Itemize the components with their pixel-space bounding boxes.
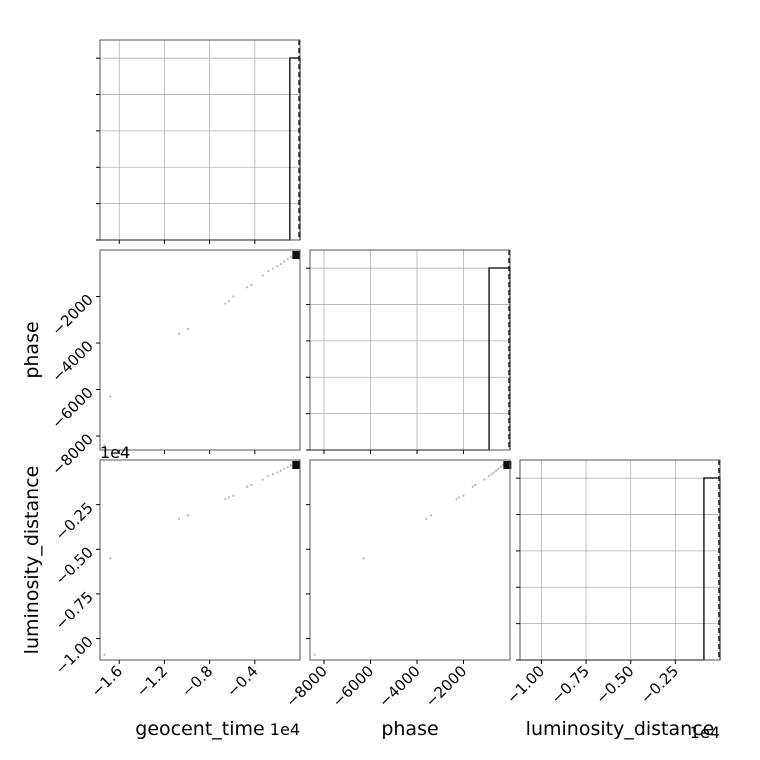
x-axis-label-phase: phase bbox=[381, 718, 438, 740]
dense-region bbox=[503, 461, 512, 469]
sample-point bbox=[109, 395, 112, 398]
sample-point bbox=[187, 327, 190, 331]
sample-point bbox=[286, 466, 289, 469]
y-tick-label: −0.25 bbox=[52, 499, 97, 544]
x-offset-text: 1e4 bbox=[690, 723, 720, 742]
sample-point bbox=[177, 517, 181, 521]
sample-point bbox=[224, 302, 227, 305]
panel-frame bbox=[519, 459, 721, 661]
sample-point bbox=[499, 466, 502, 469]
sample-point bbox=[487, 474, 491, 478]
x-tick-label: −0.50 bbox=[592, 662, 637, 707]
panel-frame bbox=[99, 459, 301, 661]
sample-point bbox=[177, 332, 181, 335]
sample-point bbox=[245, 286, 248, 289]
sample-point bbox=[455, 498, 458, 501]
sample-point bbox=[289, 464, 293, 467]
sample-point bbox=[462, 494, 465, 497]
panel-frame bbox=[309, 459, 511, 661]
sample-point bbox=[283, 467, 286, 471]
sample-point bbox=[267, 474, 270, 478]
x-tick-label: −0.75 bbox=[548, 662, 593, 707]
y-offset-text: 1e4 bbox=[100, 443, 130, 462]
panel-frame bbox=[99, 39, 301, 241]
sample-point bbox=[103, 653, 106, 656]
sample-point bbox=[250, 283, 253, 286]
sample-point bbox=[283, 260, 286, 263]
sample-point bbox=[457, 496, 460, 499]
y-tick-label: −4000 bbox=[48, 337, 97, 386]
x-tick-label: −8000 bbox=[282, 662, 331, 711]
sample-point bbox=[232, 295, 235, 298]
sample-point bbox=[187, 514, 190, 517]
sample-point bbox=[271, 267, 274, 270]
sample-point bbox=[286, 258, 289, 261]
sample-point bbox=[490, 473, 493, 476]
sample-point bbox=[227, 300, 230, 303]
y-tick-label: −0.75 bbox=[52, 588, 97, 633]
y-tick-label: −0.50 bbox=[52, 543, 97, 588]
sample-point bbox=[227, 496, 230, 499]
sample-point bbox=[313, 653, 316, 656]
sample-point bbox=[232, 494, 235, 497]
dense-region bbox=[292, 251, 301, 259]
sample-point bbox=[497, 467, 500, 471]
y-axis-label-luminosity_distance: luminosity_distance bbox=[21, 466, 43, 655]
x-tick-label: −1.6 bbox=[88, 662, 126, 700]
x-tick-label: −0.25 bbox=[637, 662, 682, 707]
x-tick-label: −6000 bbox=[329, 662, 378, 711]
sample-point bbox=[483, 478, 486, 481]
x-tick-label: −0.4 bbox=[223, 662, 261, 700]
sample-point bbox=[245, 485, 248, 488]
x-offset-text: 1e4 bbox=[270, 720, 300, 739]
x-tick-label: −0.8 bbox=[178, 662, 216, 700]
sample-point bbox=[429, 514, 433, 517]
sample-point bbox=[279, 262, 282, 266]
sample-point bbox=[289, 255, 293, 259]
sample-point bbox=[494, 469, 498, 472]
sample-point bbox=[109, 557, 112, 560]
panel-frame bbox=[99, 249, 301, 451]
sample-point bbox=[276, 471, 279, 474]
x-axis-label-geocent_time: geocent_time bbox=[135, 718, 264, 740]
y-axis-label-phase: phase bbox=[21, 321, 43, 378]
sample-point bbox=[224, 498, 227, 501]
sample-point bbox=[267, 269, 270, 273]
x-tick-label: −2000 bbox=[422, 662, 471, 711]
sample-point bbox=[250, 483, 253, 487]
sample-point bbox=[492, 471, 495, 474]
sample-point bbox=[276, 265, 279, 268]
sample-point bbox=[474, 483, 477, 487]
y-tick-label: −6000 bbox=[48, 384, 97, 433]
x-axis-label-luminosity_distance: luminosity_distance bbox=[526, 718, 715, 740]
x-tick-label: −4000 bbox=[375, 662, 424, 711]
sample-point bbox=[471, 485, 474, 488]
histogram-geocent_time bbox=[100, 57, 301, 241]
sample-point bbox=[261, 478, 264, 481]
y-tick-label: −2000 bbox=[48, 291, 97, 340]
sample-point bbox=[103, 444, 106, 447]
sample-point bbox=[279, 469, 282, 472]
x-tick-label: −1.00 bbox=[503, 662, 548, 707]
dense-region bbox=[292, 461, 301, 469]
panel-frame bbox=[309, 249, 511, 451]
histogram-phase bbox=[310, 267, 511, 451]
sample-point bbox=[362, 557, 365, 560]
sample-point bbox=[261, 274, 264, 277]
y-tick-label: −1.00 bbox=[52, 633, 97, 678]
sample-point bbox=[271, 473, 274, 476]
histogram-luminosity_distance bbox=[520, 477, 721, 661]
y-tick-label: −8000 bbox=[48, 430, 97, 479]
x-tick-label: −1.2 bbox=[133, 662, 171, 700]
sample-point bbox=[425, 517, 428, 521]
